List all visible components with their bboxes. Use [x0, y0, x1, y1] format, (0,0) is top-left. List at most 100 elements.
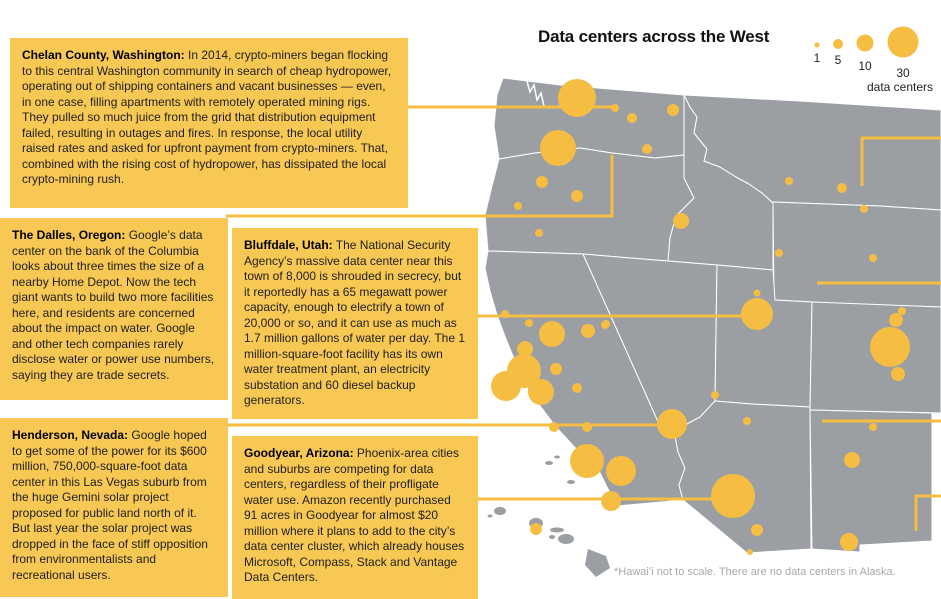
data-center-dot	[601, 491, 621, 511]
data-center-dot	[549, 422, 559, 432]
data-center-dot	[747, 549, 753, 555]
legend-label: 1	[814, 51, 821, 65]
legend-caption: data centers	[867, 80, 933, 94]
data-center-dot	[743, 417, 751, 425]
page-title: Data centers across the West	[538, 27, 770, 46]
callout-text: The Dalles, Oregon: Google’s data center…	[12, 228, 216, 383]
data-center-dot	[673, 213, 689, 229]
data-center-dot	[870, 327, 910, 367]
callout-chelan-county: Chelan County, Washington: In 2014, cryp…	[10, 38, 408, 208]
callout-goodyear: Goodyear, Arizona: Phoenix-area cities a…	[232, 436, 478, 599]
island-maui	[558, 534, 574, 544]
state-montana	[683, 94, 941, 211]
island-hawaii-big	[585, 549, 610, 577]
data-center-dot	[581, 324, 595, 338]
data-center-dot	[711, 391, 719, 399]
island-molokai	[550, 527, 564, 533]
leader-offscreen-montana	[860, 136, 941, 186]
data-center-dot	[501, 310, 509, 318]
callout-text: Goodyear, Arizona: Phoenix-area cities a…	[244, 446, 466, 586]
data-center-dot	[540, 130, 576, 166]
data-center-dot	[530, 523, 542, 535]
map-footnote: *Hawaiʻi not to scale. There are no data…	[614, 566, 896, 578]
callout-heading: Bluffdale, Utah:	[244, 238, 333, 252]
data-center-dot	[550, 363, 562, 375]
channel-island	[567, 480, 575, 484]
callout-body: Google’s data center on the bank of the …	[12, 228, 215, 382]
island-lanai	[549, 535, 555, 539]
callout-heading: The Dalles, Oregon:	[12, 228, 126, 242]
island-kauai	[494, 507, 506, 515]
legend-label: 5	[835, 53, 842, 67]
callout-text: Henderson, Nevada: Google hoped to get s…	[12, 428, 216, 583]
data-center-dot	[535, 229, 543, 237]
callout-body: Phoenix-area cities and suburbs are comp…	[244, 446, 465, 584]
leader-offscreen-newmexico	[914, 494, 941, 531]
data-center-dot	[869, 423, 877, 431]
channel-island	[554, 455, 560, 459]
data-center-dot	[860, 205, 868, 213]
data-center-dot	[571, 190, 583, 202]
state-new-mexico	[809, 409, 933, 553]
data-center-dot	[539, 321, 565, 347]
data-center-dot	[536, 176, 548, 188]
data-center-dot	[570, 444, 604, 478]
callout-body: Google hoped to get some of the power fo…	[12, 428, 208, 582]
data-center-dot	[657, 409, 687, 439]
data-center-dot	[891, 367, 905, 381]
channel-island	[545, 461, 553, 465]
data-center-dot	[514, 202, 522, 210]
callout-body: In 2014, crypto-miners began flocking to…	[22, 48, 392, 186]
data-center-dot	[844, 452, 860, 468]
state-wyoming	[771, 201, 941, 308]
callout-bluffdale: Bluffdale, Utah: The National Security A…	[232, 228, 478, 419]
data-center-dot	[611, 104, 619, 112]
data-center-dot	[667, 104, 679, 116]
data-center-dot	[869, 254, 877, 262]
legend-label: 10	[858, 59, 872, 73]
leader-dalles	[226, 155, 614, 218]
data-center-dot	[840, 533, 858, 551]
data-center-dot	[528, 379, 554, 405]
data-center-dot	[525, 319, 533, 327]
data-center-dot	[572, 383, 582, 393]
data-center-dots	[491, 79, 910, 555]
callout-henderson: Henderson, Nevada: Google hoped to get s…	[0, 418, 228, 597]
legend-circle-10	[856, 34, 874, 52]
data-center-dot	[558, 79, 596, 117]
legend-circle-1	[814, 42, 820, 48]
callout-text: Bluffdale, Utah: The National Security A…	[244, 238, 466, 409]
data-center-dot	[642, 144, 652, 154]
callout-text: Chelan County, Washington: In 2014, cryp…	[22, 48, 396, 188]
callout-heading: Goodyear, Arizona:	[244, 446, 354, 460]
callout-heading: Chelan County, Washington:	[22, 48, 185, 62]
data-center-dot	[606, 456, 636, 486]
data-center-dot	[889, 313, 903, 327]
callout-the-dalles: The Dalles, Oregon: Google’s data center…	[0, 218, 228, 400]
data-center-dot	[582, 422, 592, 432]
data-center-dot	[751, 524, 763, 536]
data-center-dot	[837, 183, 847, 193]
islands	[487, 455, 610, 577]
leader-lines	[226, 105, 941, 531]
legend-label: 30	[896, 66, 910, 80]
data-center-dot	[711, 474, 755, 518]
data-center-dot	[775, 249, 783, 257]
data-center-dot	[491, 371, 521, 401]
data-center-dot	[517, 341, 533, 357]
callout-heading: Henderson, Nevada:	[12, 428, 129, 442]
data-center-dot	[785, 177, 793, 185]
data-center-dot	[741, 298, 773, 330]
data-center-dot	[898, 307, 906, 315]
island-niihau	[487, 514, 493, 518]
legend-circle-30	[887, 26, 919, 58]
data-center-dot	[627, 113, 637, 123]
data-center-dot	[602, 320, 610, 328]
puget-sound	[525, 77, 545, 107]
data-center-dot	[753, 289, 761, 297]
callout-body: The National Security Agency’s massive d…	[244, 238, 466, 407]
legend-circle-5	[833, 39, 843, 49]
